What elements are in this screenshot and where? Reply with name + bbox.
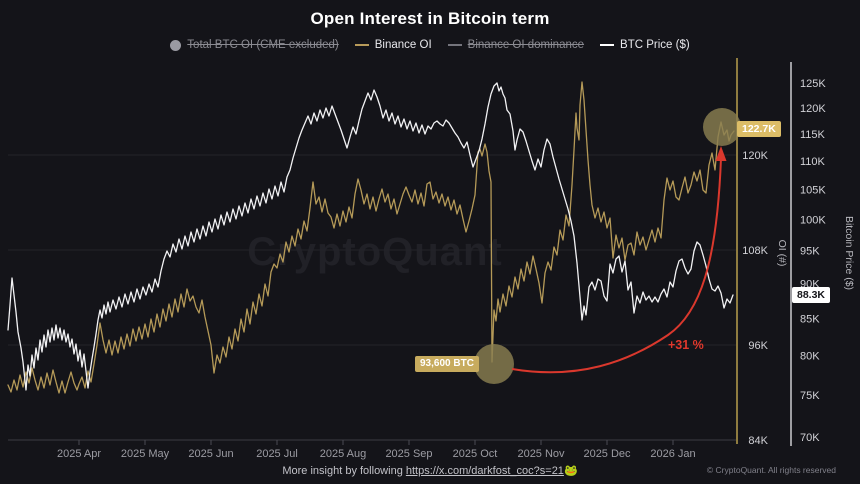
- price-axis-tick-label: 75K: [800, 390, 820, 402]
- legend-item-btc-price-[interactable]: BTC Price ($): [600, 39, 690, 51]
- x-axis-label: 2025 Apr: [57, 448, 101, 460]
- btc-price-line: [7, 82, 734, 391]
- legend-item-label: Total BTC OI (CME excluded): [187, 39, 339, 51]
- price-axis-tick-label: 70K: [800, 432, 820, 444]
- price-axis-tick-label: 85K: [800, 313, 820, 325]
- rebound-arrow-head-icon: [715, 146, 727, 161]
- oi-axis-title: OI (#): [776, 240, 788, 267]
- copyright-text: © CryptoQuant. All rights reserved: [706, 465, 836, 475]
- price-axis-tick-label: 100K: [800, 214, 826, 226]
- legend-dot-icon: [170, 39, 182, 51]
- oi-axis-tick-label: 120K: [742, 150, 768, 162]
- legend-item-label: Binance OI dominance: [467, 39, 585, 51]
- x-axis-label: 2025 Jun: [188, 448, 233, 460]
- footer-note: More insight by following https://x.com/…: [0, 464, 860, 477]
- legend-item-total-btc-oi-cme-excluded-[interactable]: Total BTC OI (CME excluded): [170, 39, 339, 51]
- footer-link[interactable]: https://x.com/darkfost_coc?s=21: [405, 465, 564, 477]
- legend-item-binance-oi[interactable]: Binance OI: [354, 39, 432, 51]
- percent-change-label: +31 %: [668, 338, 704, 352]
- latest-price-badge: 88.3K: [792, 287, 831, 304]
- price-axis-tick-label: 105K: [800, 184, 826, 196]
- x-axis-label: 2025 Aug: [320, 448, 367, 460]
- price-axis-title: Bitcoin Price ($): [843, 216, 855, 290]
- price-axis-tick-label: 95K: [800, 246, 820, 258]
- x-axis-label: 2025 Dec: [583, 448, 631, 460]
- oi-dip-badge: 93,600 BTC: [415, 356, 479, 372]
- x-axis-label: 2025 Oct: [453, 448, 498, 460]
- binance-oi-line: [7, 81, 735, 394]
- x-axis-label: 2025 Sep: [385, 448, 432, 460]
- oi-peak-highlight-circle: [703, 108, 741, 146]
- oi-axis-tick-label: 108K: [742, 245, 768, 257]
- legend-item-label: BTC Price ($): [620, 39, 690, 51]
- oi-dip-highlight-circle: [474, 344, 514, 384]
- legend-dash-icon: [354, 44, 369, 46]
- rebound-arrow-curve: [511, 157, 722, 374]
- x-axis-label: 2026 Jan: [650, 448, 695, 460]
- oi-axis-tick-label: 84K: [748, 435, 768, 447]
- x-axis-label: 2025 Nov: [517, 448, 565, 460]
- legend-dash-icon: [600, 44, 615, 46]
- footer-lead-text: More insight by following: [282, 465, 406, 477]
- legend-item-label: Binance OI: [374, 39, 432, 51]
- page-title: Open Interest in Bitcoin term: [310, 9, 550, 28]
- price-axis-tick-label: 120K: [800, 103, 826, 115]
- legend-item-binance-oi-dominance[interactable]: Binance OI dominance: [447, 39, 585, 51]
- price-axis-tick-label: 110K: [800, 156, 826, 168]
- price-axis-tick-label: 125K: [800, 78, 826, 90]
- legend-dash-icon: [447, 44, 462, 46]
- price-axis-tick-label: 80K: [800, 351, 820, 363]
- latest-oi-badge: 122.7K: [737, 121, 781, 138]
- x-axis-label: 2025 Jul: [256, 448, 298, 460]
- frog-emoji-icon: 🐸: [563, 465, 578, 477]
- oi-axis-tick-label: 96K: [748, 340, 768, 352]
- x-axis-label: 2025 May: [121, 448, 170, 460]
- price-axis-tick-label: 115K: [800, 129, 826, 141]
- legend: Total BTC OI (CME excluded) Binance OI Bin…: [0, 39, 860, 51]
